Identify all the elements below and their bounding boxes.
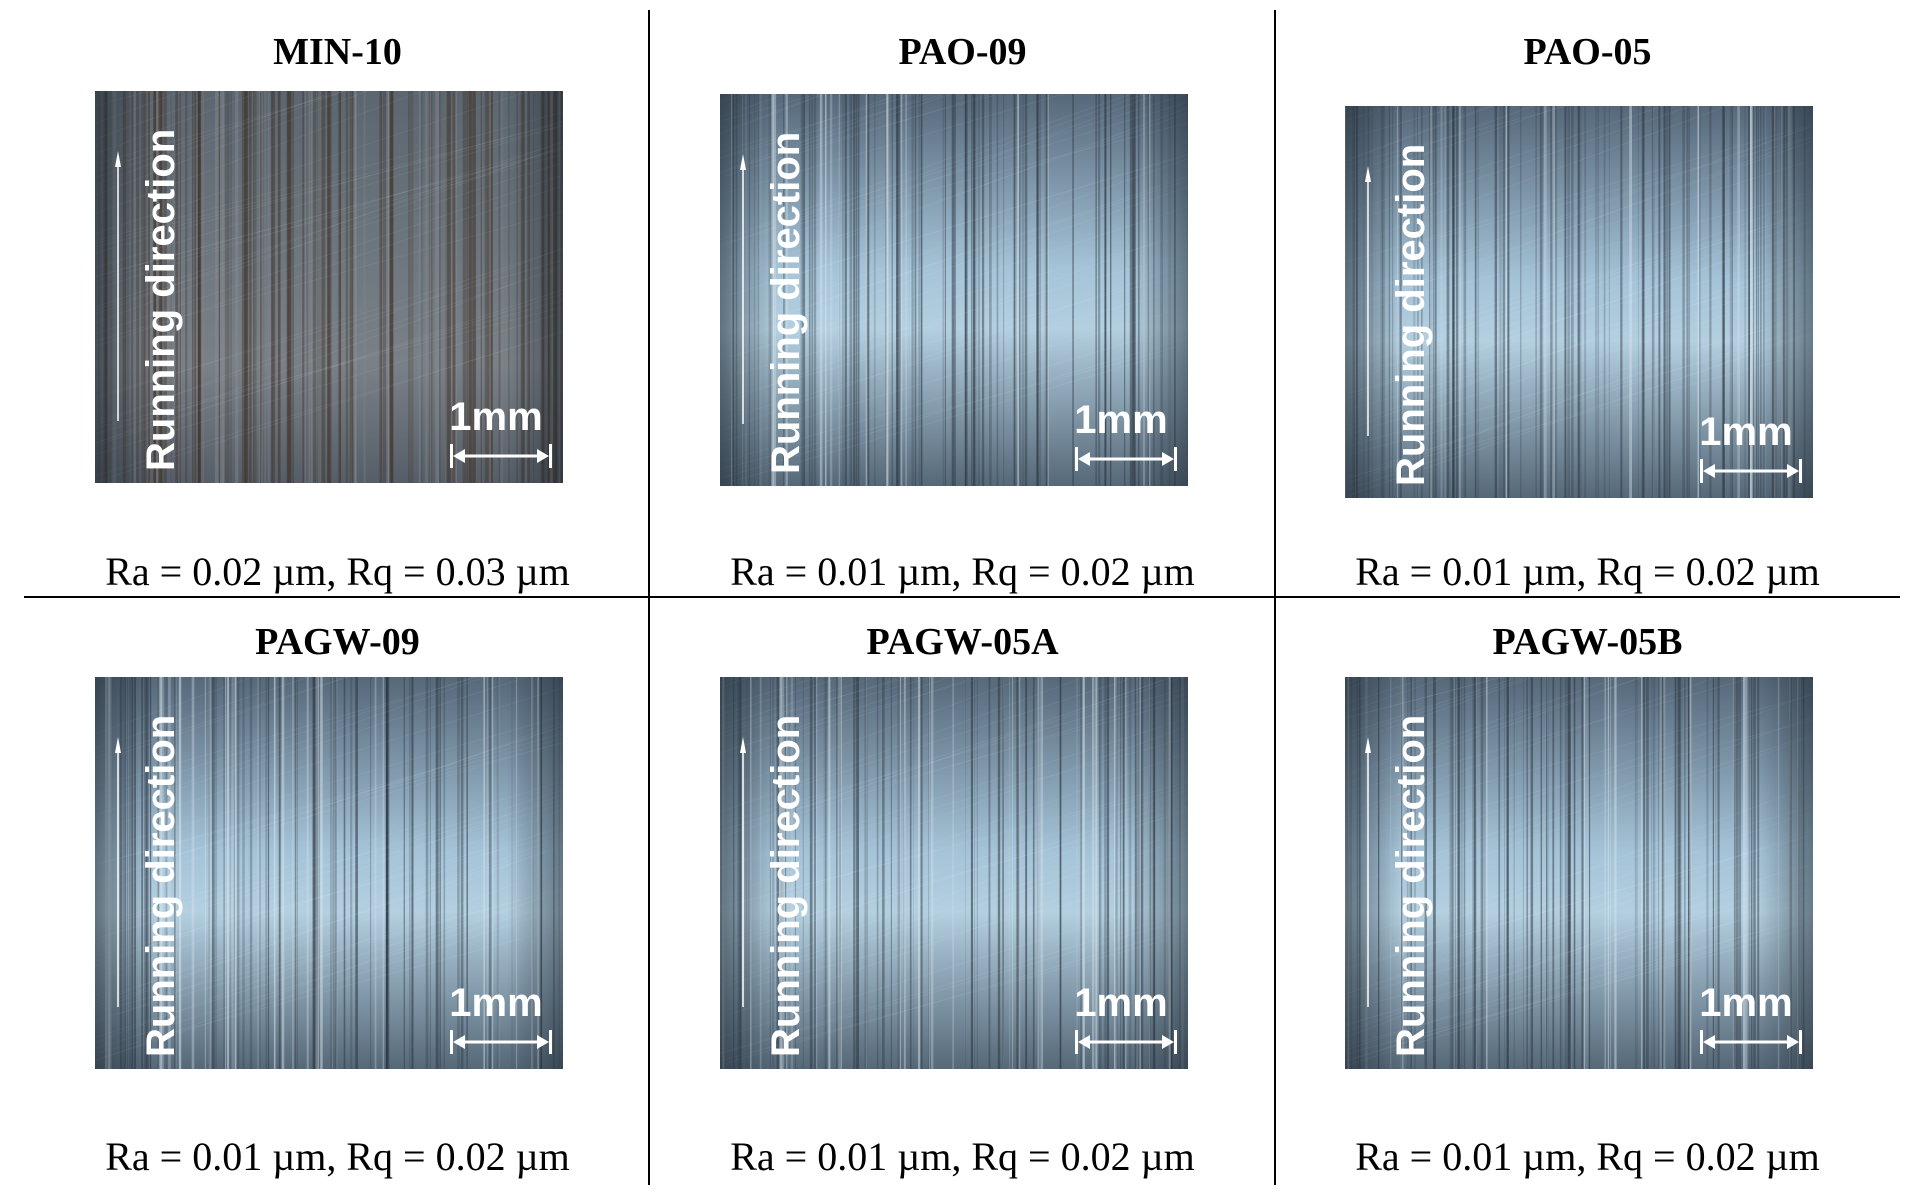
running-direction-label: Running direction xyxy=(764,714,808,1057)
panel-title: PAGW-05B xyxy=(1492,621,1683,663)
panel-title: MIN-10 xyxy=(273,31,402,73)
panel-title: PAO-05 xyxy=(1523,31,1652,73)
panel-title: PAO-09 xyxy=(898,31,1027,73)
surface-texture xyxy=(720,94,1188,486)
running-direction-label: Running direction xyxy=(139,714,183,1057)
panel-pagw09: PAGW-09 Running direction 1mm Ra = 0.01 µ… xyxy=(20,590,655,1180)
running-direction-label: Running direction xyxy=(764,131,808,474)
arrow-up-icon xyxy=(740,737,746,1007)
roughness-caption: Ra = 0.01 µm, Rq = 0.02 µm xyxy=(105,1134,570,1179)
micrograph: Running direction 1mm xyxy=(95,91,563,483)
arrow-up-icon xyxy=(1365,737,1371,1007)
arrow-up-icon xyxy=(1365,166,1371,436)
scale-bar-icon xyxy=(1700,1030,1802,1054)
panel-title: PAGW-09 xyxy=(255,621,420,663)
roughness-caption: Ra = 0.01 µm, Rq = 0.02 µm xyxy=(730,1134,1195,1179)
panel-pagw05b: PAGW-05B Running direction 1mm Ra = 0.01 … xyxy=(1270,590,1905,1180)
running-direction-label: Running direction xyxy=(139,128,183,471)
surface-texture xyxy=(95,91,563,483)
surface-texture xyxy=(1345,106,1813,498)
scale-bar-icon xyxy=(450,444,552,468)
running-direction-label: Running direction xyxy=(1389,143,1433,486)
panel-min10: MIN-10 Running direction 1mm Ra = 0.02 µm… xyxy=(20,0,655,594)
panel-title: PAGW-05A xyxy=(866,621,1059,663)
panel-pao09: PAO-09 Running direction 1mm Ra = 0.01 µm… xyxy=(645,0,1280,594)
row-divider xyxy=(24,596,1900,598)
scale-bar-icon xyxy=(450,1030,552,1054)
panel-pao05: PAO-05 Running direction 1mm Ra = 0.01 µm… xyxy=(1270,0,1905,594)
arrow-up-icon xyxy=(115,151,121,421)
surface-texture xyxy=(95,677,563,1069)
roughness-caption: Ra = 0.01 µm, Rq = 0.02 µm xyxy=(730,549,1195,594)
scale-bar-icon xyxy=(1700,459,1802,483)
scale-label: 1mm xyxy=(1699,981,1793,1025)
roughness-caption: Ra = 0.01 µm, Rq = 0.02 µm xyxy=(1355,549,1820,594)
scale-label: 1mm xyxy=(1074,981,1168,1025)
scale-label: 1mm xyxy=(1074,398,1168,442)
surface-texture xyxy=(1345,677,1813,1069)
micrograph: Running direction 1mm xyxy=(95,677,563,1069)
arrow-up-icon xyxy=(115,737,121,1007)
micrograph: Running direction 1mm xyxy=(1345,677,1813,1069)
running-direction-label: Running direction xyxy=(1389,714,1433,1057)
scale-label: 1mm xyxy=(449,981,543,1025)
roughness-caption: Ra = 0.02 µm, Rq = 0.03 µm xyxy=(105,549,570,594)
scale-bar-icon xyxy=(1075,1030,1177,1054)
scale-bar-icon xyxy=(1075,447,1177,471)
arrow-up-icon xyxy=(740,154,746,424)
roughness-caption: Ra = 0.01 µm, Rq = 0.02 µm xyxy=(1355,1134,1820,1179)
micrograph: Running direction 1mm xyxy=(1345,106,1813,498)
micrograph: Running direction 1mm xyxy=(720,677,1188,1069)
micrograph: Running direction 1mm xyxy=(720,94,1188,486)
scale-label: 1mm xyxy=(1699,410,1793,454)
scale-label: 1mm xyxy=(449,395,543,439)
panel-pagw05a: PAGW-05A Running direction 1mm Ra = 0.01 … xyxy=(645,590,1280,1180)
surface-texture xyxy=(720,677,1188,1069)
